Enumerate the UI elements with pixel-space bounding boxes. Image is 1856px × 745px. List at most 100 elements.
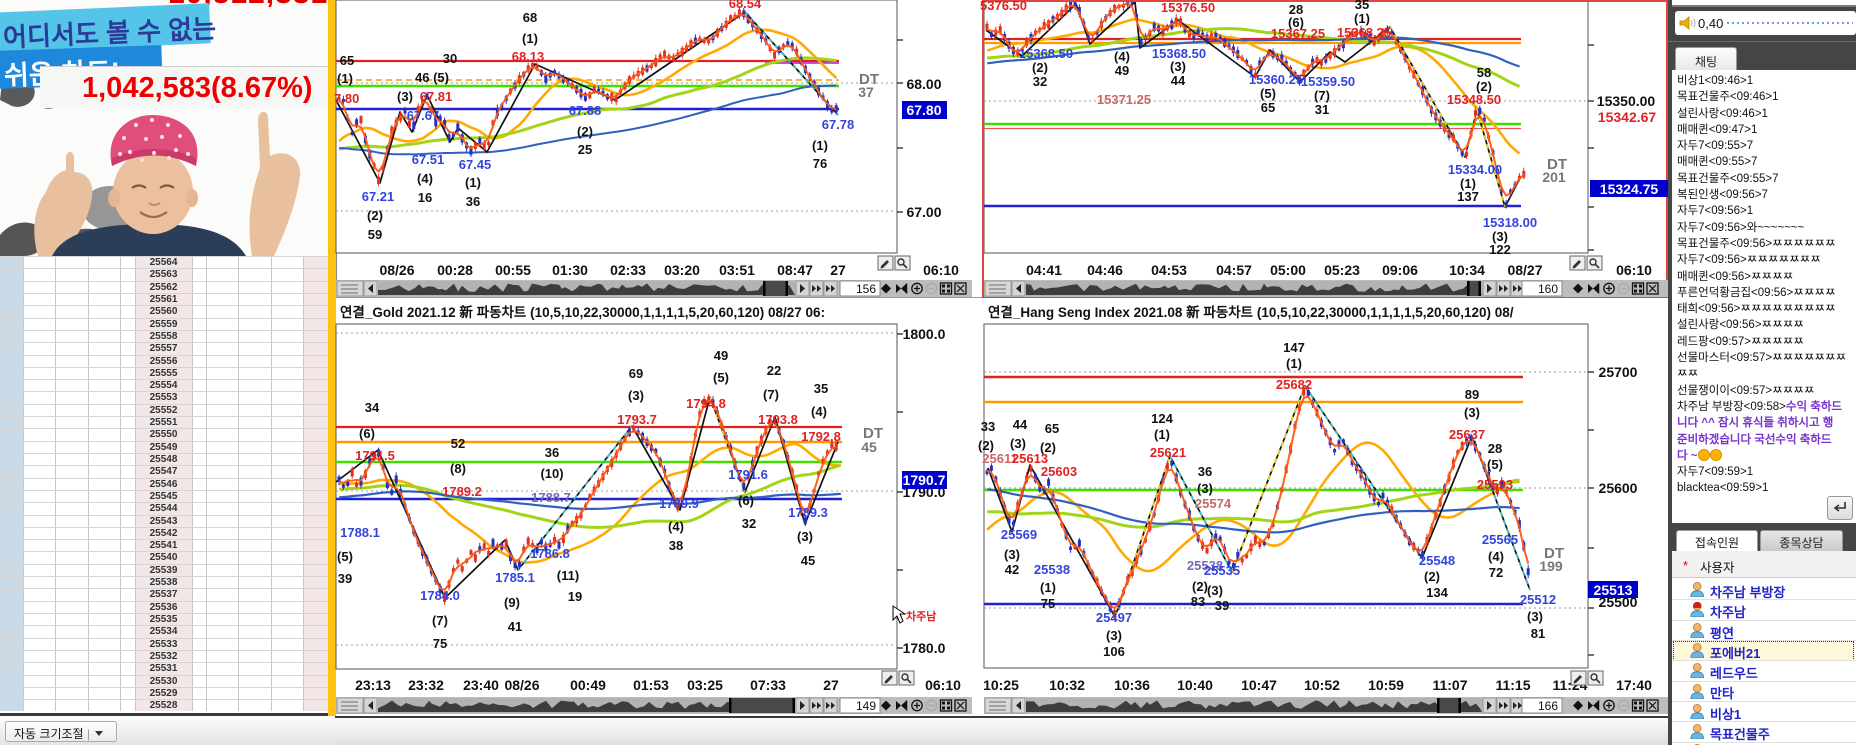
- svg-text:09:06: 09:06: [1382, 262, 1418, 278]
- svg-text:15371.25: 15371.25: [1097, 92, 1151, 107]
- svg-text:(3): (3): [1106, 628, 1122, 643]
- svg-text:03:51: 03:51: [719, 262, 755, 278]
- svg-text:27: 27: [830, 262, 846, 278]
- svg-text:1793.7: 1793.7: [617, 412, 657, 427]
- svg-text:147: 147: [1283, 340, 1305, 355]
- svg-text:67.00: 67.00: [906, 204, 941, 220]
- svg-text:68.00: 68.00: [906, 76, 941, 92]
- svg-text:45: 45: [801, 553, 815, 568]
- svg-text:10:34: 10:34: [1449, 262, 1485, 278]
- svg-text:36: 36: [545, 445, 559, 460]
- svg-text:04:46: 04:46: [1087, 262, 1123, 278]
- svg-text:76: 76: [813, 156, 827, 171]
- svg-text:1785.1: 1785.1: [495, 570, 535, 585]
- svg-text:25700: 25700: [1599, 364, 1638, 380]
- svg-text:36: 36: [466, 194, 480, 209]
- svg-text:(2): (2): [1476, 79, 1492, 94]
- svg-text:52: 52: [451, 436, 465, 451]
- svg-text:(3): (3): [1492, 229, 1508, 244]
- svg-text:DT: DT: [1544, 545, 1564, 562]
- svg-text:30: 30: [443, 51, 457, 66]
- svg-text:75: 75: [433, 636, 447, 651]
- svg-text:67.21: 67.21: [362, 189, 395, 204]
- svg-text:1780.0: 1780.0: [903, 640, 946, 656]
- svg-text:149: 149: [856, 699, 876, 713]
- svg-text:11:15: 11:15: [1495, 677, 1530, 693]
- svg-text:25603: 25603: [1041, 464, 1077, 479]
- svg-text:72: 72: [1489, 565, 1503, 580]
- svg-text:10:40: 10:40: [1177, 677, 1213, 693]
- svg-text:67.80: 67.80: [906, 102, 941, 118]
- svg-text:15324.75: 15324.75: [1600, 181, 1659, 197]
- svg-text:1789.2: 1789.2: [442, 484, 482, 499]
- svg-text:(1): (1): [1354, 11, 1370, 26]
- svg-text:32: 32: [742, 516, 756, 531]
- svg-text:75: 75: [1041, 596, 1055, 611]
- svg-text:45: 45: [861, 439, 877, 455]
- svg-text:(1): (1): [1286, 356, 1302, 371]
- svg-text:차주남: 차주남: [906, 609, 936, 623]
- svg-text:(1): (1): [522, 31, 538, 46]
- svg-text:(7): (7): [1314, 88, 1330, 103]
- svg-text:07:33: 07:33: [750, 677, 786, 693]
- svg-text:68.13: 68.13: [512, 49, 545, 64]
- svg-text:25497: 25497: [1096, 610, 1132, 625]
- svg-text:06:10: 06:10: [923, 262, 959, 278]
- svg-text:137: 137: [1457, 189, 1479, 204]
- svg-text:(2): (2): [978, 438, 994, 453]
- svg-text:199: 199: [1539, 558, 1563, 574]
- svg-text:03:20: 03:20: [664, 262, 700, 278]
- svg-text:83: 83: [1191, 594, 1205, 609]
- svg-text:124: 124: [1151, 411, 1173, 426]
- svg-text:1791.6: 1791.6: [728, 467, 768, 482]
- svg-text:19: 19: [568, 589, 582, 604]
- svg-text:67.51: 67.51: [412, 152, 445, 167]
- svg-text:134: 134: [1426, 585, 1448, 600]
- svg-text:68.54: 68.54: [729, 0, 762, 11]
- svg-text:(6): (6): [359, 426, 375, 441]
- svg-text:25593: 25593: [1477, 477, 1513, 492]
- svg-text:89: 89: [1465, 387, 1479, 402]
- svg-text:15376.50: 15376.50: [1161, 0, 1215, 15]
- svg-text:32: 32: [1033, 74, 1047, 89]
- svg-text:(11): (11): [557, 568, 579, 583]
- svg-text:17:40: 17:40: [1616, 677, 1652, 693]
- svg-text:15360.25: 15360.25: [1249, 72, 1303, 87]
- svg-text:34: 34: [365, 400, 380, 415]
- svg-text:01:30: 01:30: [552, 262, 588, 278]
- svg-text:1793.8: 1793.8: [758, 412, 798, 427]
- svg-text:1791.5: 1791.5: [355, 448, 395, 463]
- svg-text:(2): (2): [367, 208, 383, 223]
- svg-text:5376.50: 5376.50: [980, 0, 1027, 13]
- svg-text:(1): (1): [465, 175, 481, 190]
- svg-text:(3): (3): [1004, 547, 1020, 562]
- svg-text:(1): (1): [1460, 176, 1476, 191]
- svg-text:25565: 25565: [1482, 532, 1518, 547]
- svg-text:37: 37: [858, 84, 874, 100]
- svg-text:15368.50: 15368.50: [1152, 46, 1206, 61]
- svg-text:05:23: 05:23: [1324, 262, 1360, 278]
- svg-text:(2): (2): [1424, 569, 1440, 584]
- svg-text:05:00: 05:00: [1270, 262, 1306, 278]
- svg-text:15367.25: 15367.25: [1271, 26, 1325, 41]
- svg-text:(4): (4): [1488, 549, 1504, 564]
- svg-text:(3): (3): [1464, 405, 1480, 420]
- svg-text:46 (5): 46 (5): [415, 70, 449, 85]
- svg-text:00:28: 00:28: [437, 262, 473, 278]
- svg-text:42: 42: [1005, 562, 1019, 577]
- svg-text:DT: DT: [859, 71, 879, 88]
- svg-text:(2): (2): [1192, 579, 1208, 594]
- svg-text:(6): (6): [738, 493, 754, 508]
- svg-text:25512: 25512: [1520, 592, 1556, 607]
- svg-text:25611: 25611: [982, 451, 1017, 466]
- svg-text:15359.50: 15359.50: [1301, 74, 1355, 89]
- svg-text:49: 49: [1115, 63, 1129, 78]
- svg-text:15368.50: 15368.50: [1019, 46, 1073, 61]
- svg-text:28: 28: [1289, 2, 1303, 17]
- svg-text:38: 38: [669, 538, 683, 553]
- svg-text:02:33: 02:33: [610, 262, 646, 278]
- svg-text:33: 33: [981, 419, 995, 434]
- svg-text:(2): (2): [1032, 60, 1048, 75]
- svg-text:39: 39: [1215, 598, 1229, 613]
- svg-text:(5): (5): [1487, 457, 1503, 472]
